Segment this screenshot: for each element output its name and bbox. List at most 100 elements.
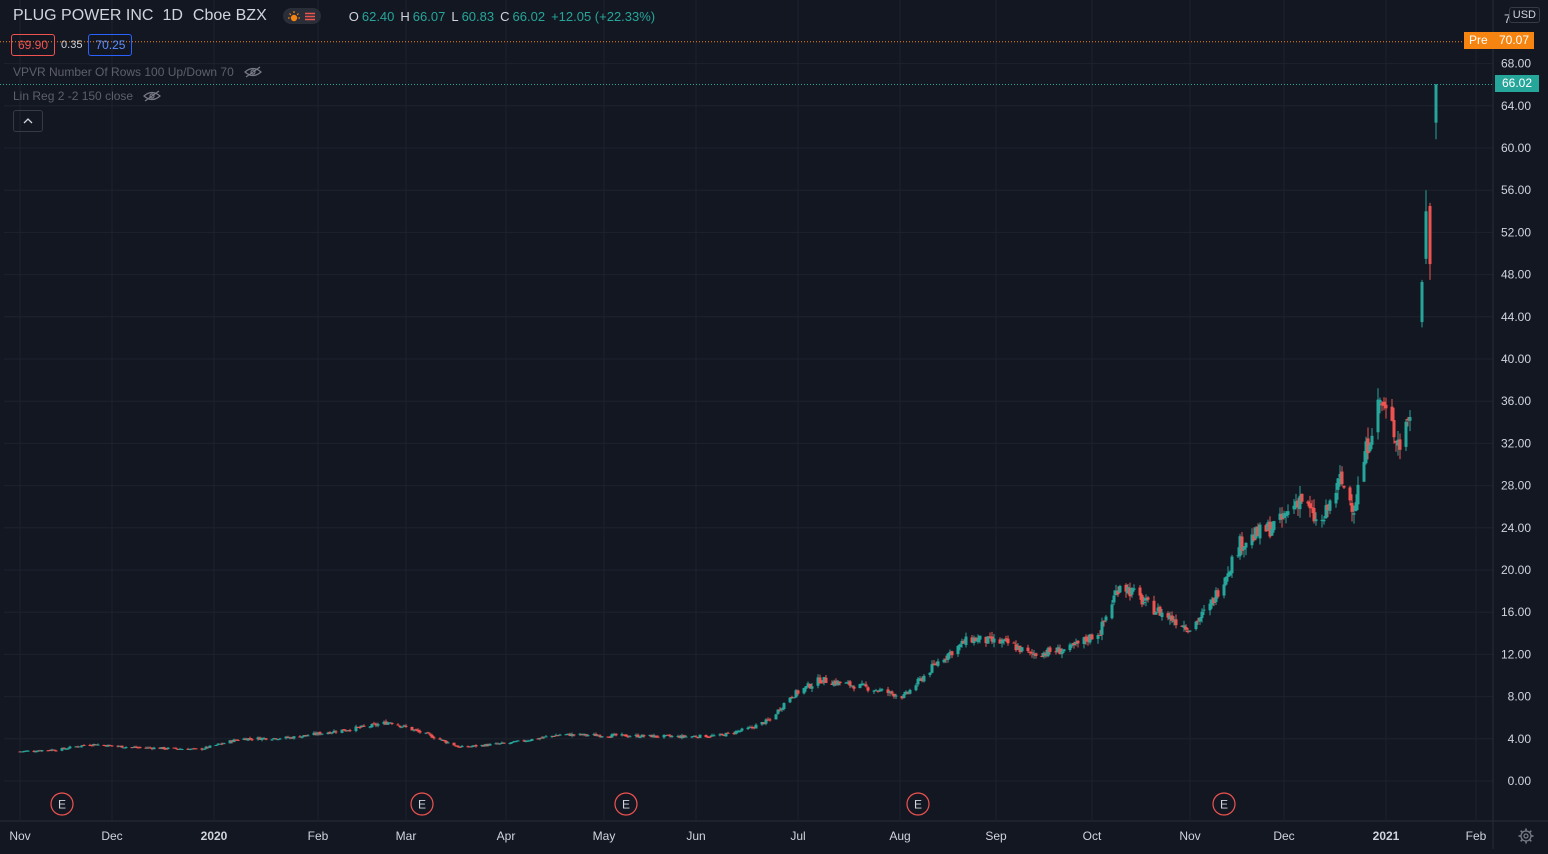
candle-body	[1266, 522, 1270, 530]
collapse-indicators-button[interactable]	[13, 110, 43, 132]
candle-body	[148, 747, 152, 749]
candle-body	[792, 697, 796, 699]
candle-body	[1322, 519, 1326, 522]
candle-body	[1072, 643, 1076, 646]
candle-body	[1012, 642, 1016, 644]
candle-body	[316, 732, 320, 735]
y-tick-label: 40.00	[1501, 352, 1531, 366]
candle-body	[794, 690, 798, 698]
candle-body	[1238, 536, 1242, 557]
candle-body	[110, 745, 114, 747]
candle-body	[718, 734, 722, 736]
x-tick-label: 2021	[1373, 829, 1400, 843]
candle-body	[444, 740, 448, 743]
candle-body	[1130, 588, 1134, 595]
candle-body	[80, 745, 84, 747]
candle-body	[104, 745, 108, 747]
candle-body	[356, 727, 360, 729]
candle-body	[118, 745, 122, 747]
candle-body	[1420, 281, 1424, 323]
premarket-label: Pre	[1469, 33, 1488, 47]
eye-hidden-icon[interactable]	[243, 66, 262, 78]
candle-body	[620, 734, 624, 736]
candle-body	[978, 635, 982, 640]
candle-body	[446, 742, 450, 744]
candle-body	[344, 730, 348, 732]
candle-body	[284, 736, 288, 739]
candle-body	[1202, 609, 1206, 611]
candle-body	[536, 738, 540, 740]
candle-body	[50, 749, 54, 751]
candle-body	[360, 725, 364, 728]
y-tick-label: 64.00	[1501, 99, 1531, 113]
candle-body	[466, 746, 470, 748]
candle-body	[1160, 612, 1164, 618]
candle-body	[400, 726, 404, 728]
currency-button[interactable]: USD	[1508, 7, 1540, 23]
indicator-linreg-label: Lin Reg 2 -2 150 close	[13, 89, 134, 103]
earnings-marker[interactable]: E	[614, 792, 638, 816]
candle-body	[1242, 547, 1246, 550]
candle-body	[472, 745, 476, 747]
indicator-vpvr[interactable]: VPVR Number Of Rows 100 Up/Down 70	[13, 65, 262, 79]
exchange-label: Cboe BZX	[192, 7, 267, 24]
y-tick-label: 24.00	[1501, 521, 1531, 535]
candle-body	[1308, 503, 1312, 509]
indicator-linreg[interactable]: Lin Reg 2 -2 150 close	[13, 89, 161, 103]
candle-body	[442, 740, 446, 742]
eye-hidden-icon[interactable]	[143, 90, 161, 102]
candle-body	[1348, 487, 1352, 501]
candle-body	[916, 678, 920, 685]
earnings-marker[interactable]: E	[50, 792, 74, 816]
candle-body	[838, 681, 842, 684]
candle-body	[1020, 647, 1024, 652]
earnings-marker[interactable]: E	[1212, 792, 1236, 816]
close-value: 66.02	[512, 8, 546, 24]
candle-body	[1264, 525, 1268, 532]
candle-body	[1292, 505, 1296, 510]
candle-body	[292, 736, 296, 739]
bid-button[interactable]: 69.90	[11, 34, 56, 56]
candle-body	[192, 748, 196, 750]
earnings-marker[interactable]: E	[906, 792, 930, 816]
market-status-badge[interactable]	[282, 8, 321, 24]
candle-body	[1324, 505, 1328, 519]
symbol-name[interactable]: PLUG POWER INC	[13, 7, 154, 24]
earnings-marker[interactable]: E	[410, 792, 434, 816]
gear-icon[interactable]	[1518, 828, 1534, 844]
candle-body	[1326, 504, 1330, 511]
premarket-price-tag: Pre 70.07	[1464, 32, 1534, 49]
candle-body	[830, 683, 834, 686]
timeframe-label[interactable]: 1D	[162, 7, 183, 24]
candle-body	[76, 746, 80, 748]
candle-body	[174, 747, 178, 749]
candle-body	[120, 745, 124, 748]
candle-body	[228, 740, 232, 744]
candle-body	[248, 738, 252, 740]
ask-button[interactable]: 70.25	[88, 34, 133, 56]
candle-body	[264, 738, 268, 740]
candle-body	[384, 721, 388, 725]
candle-body	[164, 748, 168, 750]
earnings-marker-label: E	[1220, 798, 1228, 812]
candle-body	[564, 734, 568, 736]
candle-body	[234, 739, 238, 741]
candle-body	[804, 686, 808, 689]
candle-body	[1100, 621, 1104, 635]
candle-body	[918, 678, 922, 680]
candle-body	[1228, 571, 1232, 576]
candle-body	[516, 740, 520, 742]
candle-body	[482, 745, 486, 747]
candle-body	[606, 736, 610, 738]
candle-body	[1040, 655, 1044, 657]
x-tick-label: Dec	[1273, 829, 1294, 843]
candle-body	[456, 745, 460, 748]
candle-body	[382, 721, 386, 724]
candle-body	[762, 722, 766, 724]
candle-body	[236, 739, 240, 741]
candle-body	[18, 751, 22, 753]
candle-body	[206, 746, 210, 748]
candle-body	[1172, 620, 1176, 622]
